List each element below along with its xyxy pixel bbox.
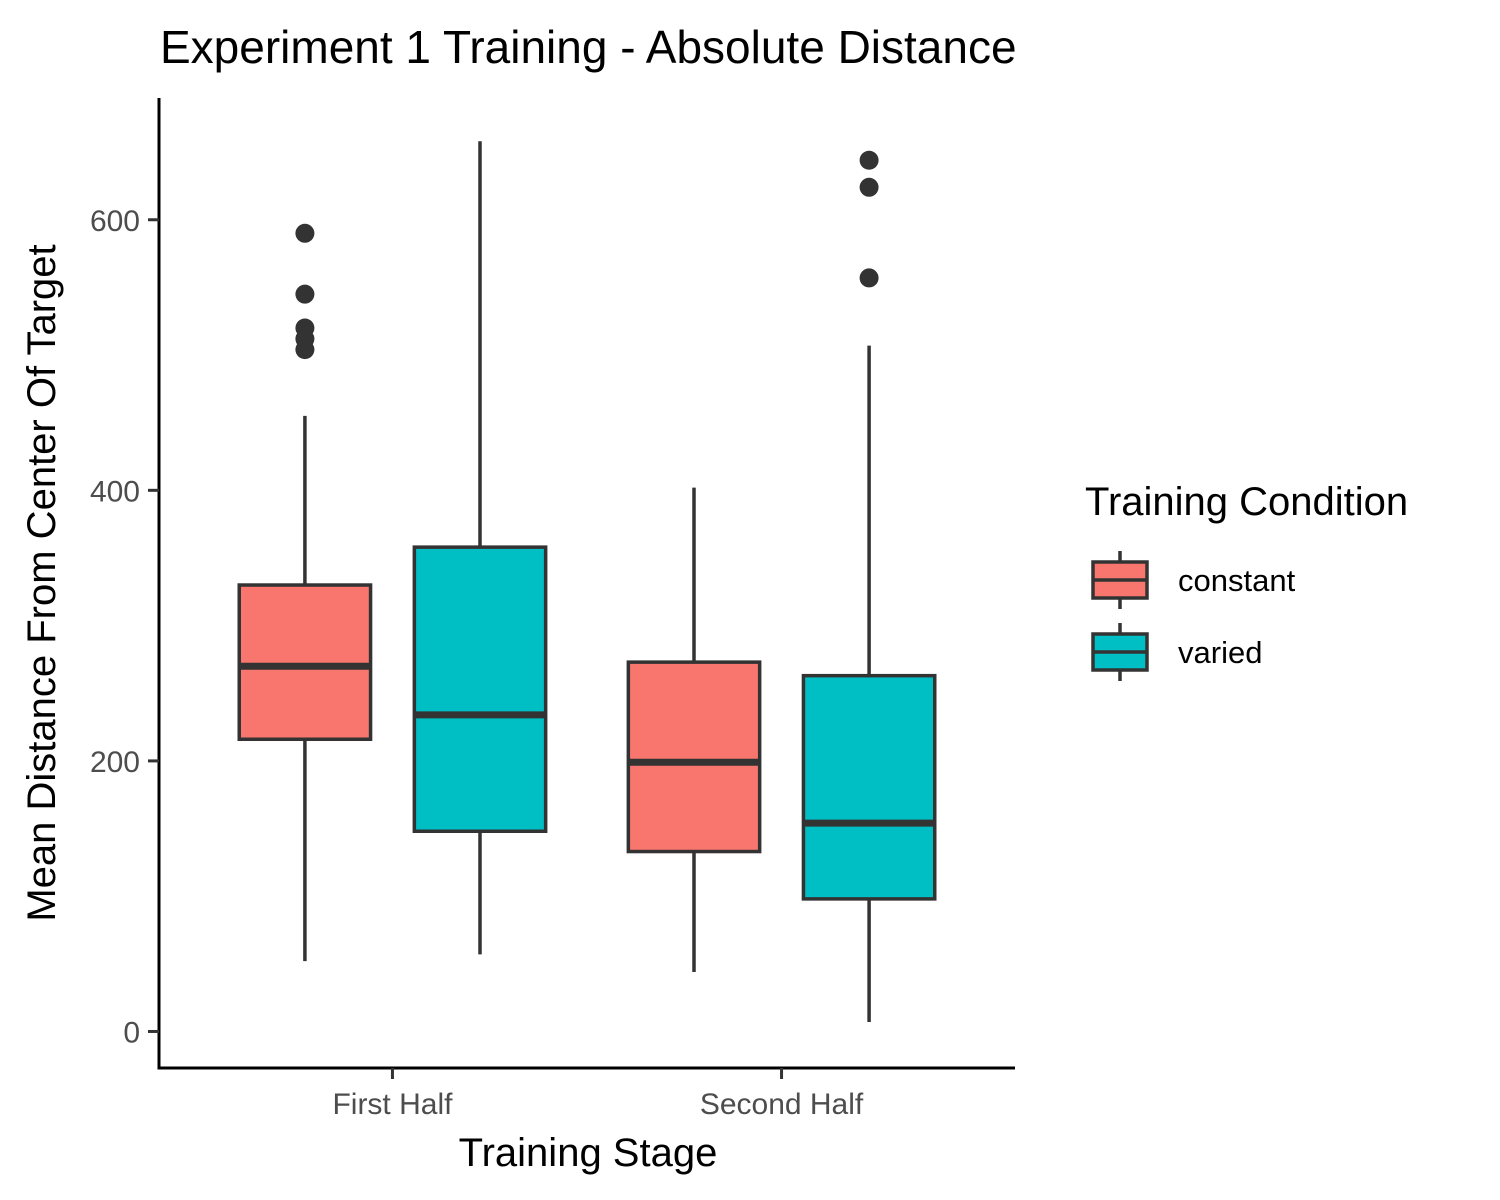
x-tick-label: Second Half xyxy=(700,1088,864,1121)
legend-label: constant xyxy=(1178,563,1296,598)
legend-item-varied: varied xyxy=(1091,623,1262,681)
box-iqr xyxy=(801,673,937,901)
box-varied-second-half xyxy=(801,150,937,1023)
y-axis-title: Mean Distance From Center Of Target xyxy=(20,244,64,921)
outlier-point xyxy=(859,177,879,197)
outlier-point xyxy=(295,223,315,243)
y-tick-label: 400 xyxy=(90,475,140,508)
outlier-point xyxy=(859,268,879,288)
outlier-point xyxy=(859,150,879,170)
plot-area xyxy=(237,141,937,1023)
y-tick-label: 200 xyxy=(90,746,140,779)
box-iqr xyxy=(412,545,548,833)
legend-item-constant: constant xyxy=(1091,551,1296,609)
y-tick-label: 0 xyxy=(123,1016,140,1049)
box-iqr xyxy=(626,660,762,854)
outlier-point xyxy=(295,340,315,360)
box-constant-first-half xyxy=(237,223,373,962)
x-axis-ticks: First Half Second Half xyxy=(332,1068,864,1121)
outlier-point xyxy=(295,284,315,304)
x-tick-label: First Half xyxy=(332,1088,453,1121)
x-axis-title: Training Stage xyxy=(459,1131,718,1175)
chart-title: Experiment 1 Training - Absolute Distanc… xyxy=(160,21,1017,73)
legend-title: Training Condition xyxy=(1085,480,1408,524)
box-varied-first-half xyxy=(412,141,548,955)
box-constant-second-half xyxy=(626,487,762,972)
legend-label: varied xyxy=(1178,635,1262,670)
box-iqr xyxy=(237,583,373,742)
y-axis-ticks: 0 200 400 600 xyxy=(90,205,159,1049)
y-tick-label: 600 xyxy=(90,205,140,238)
legend: Training Condition constant varied xyxy=(1085,480,1408,681)
